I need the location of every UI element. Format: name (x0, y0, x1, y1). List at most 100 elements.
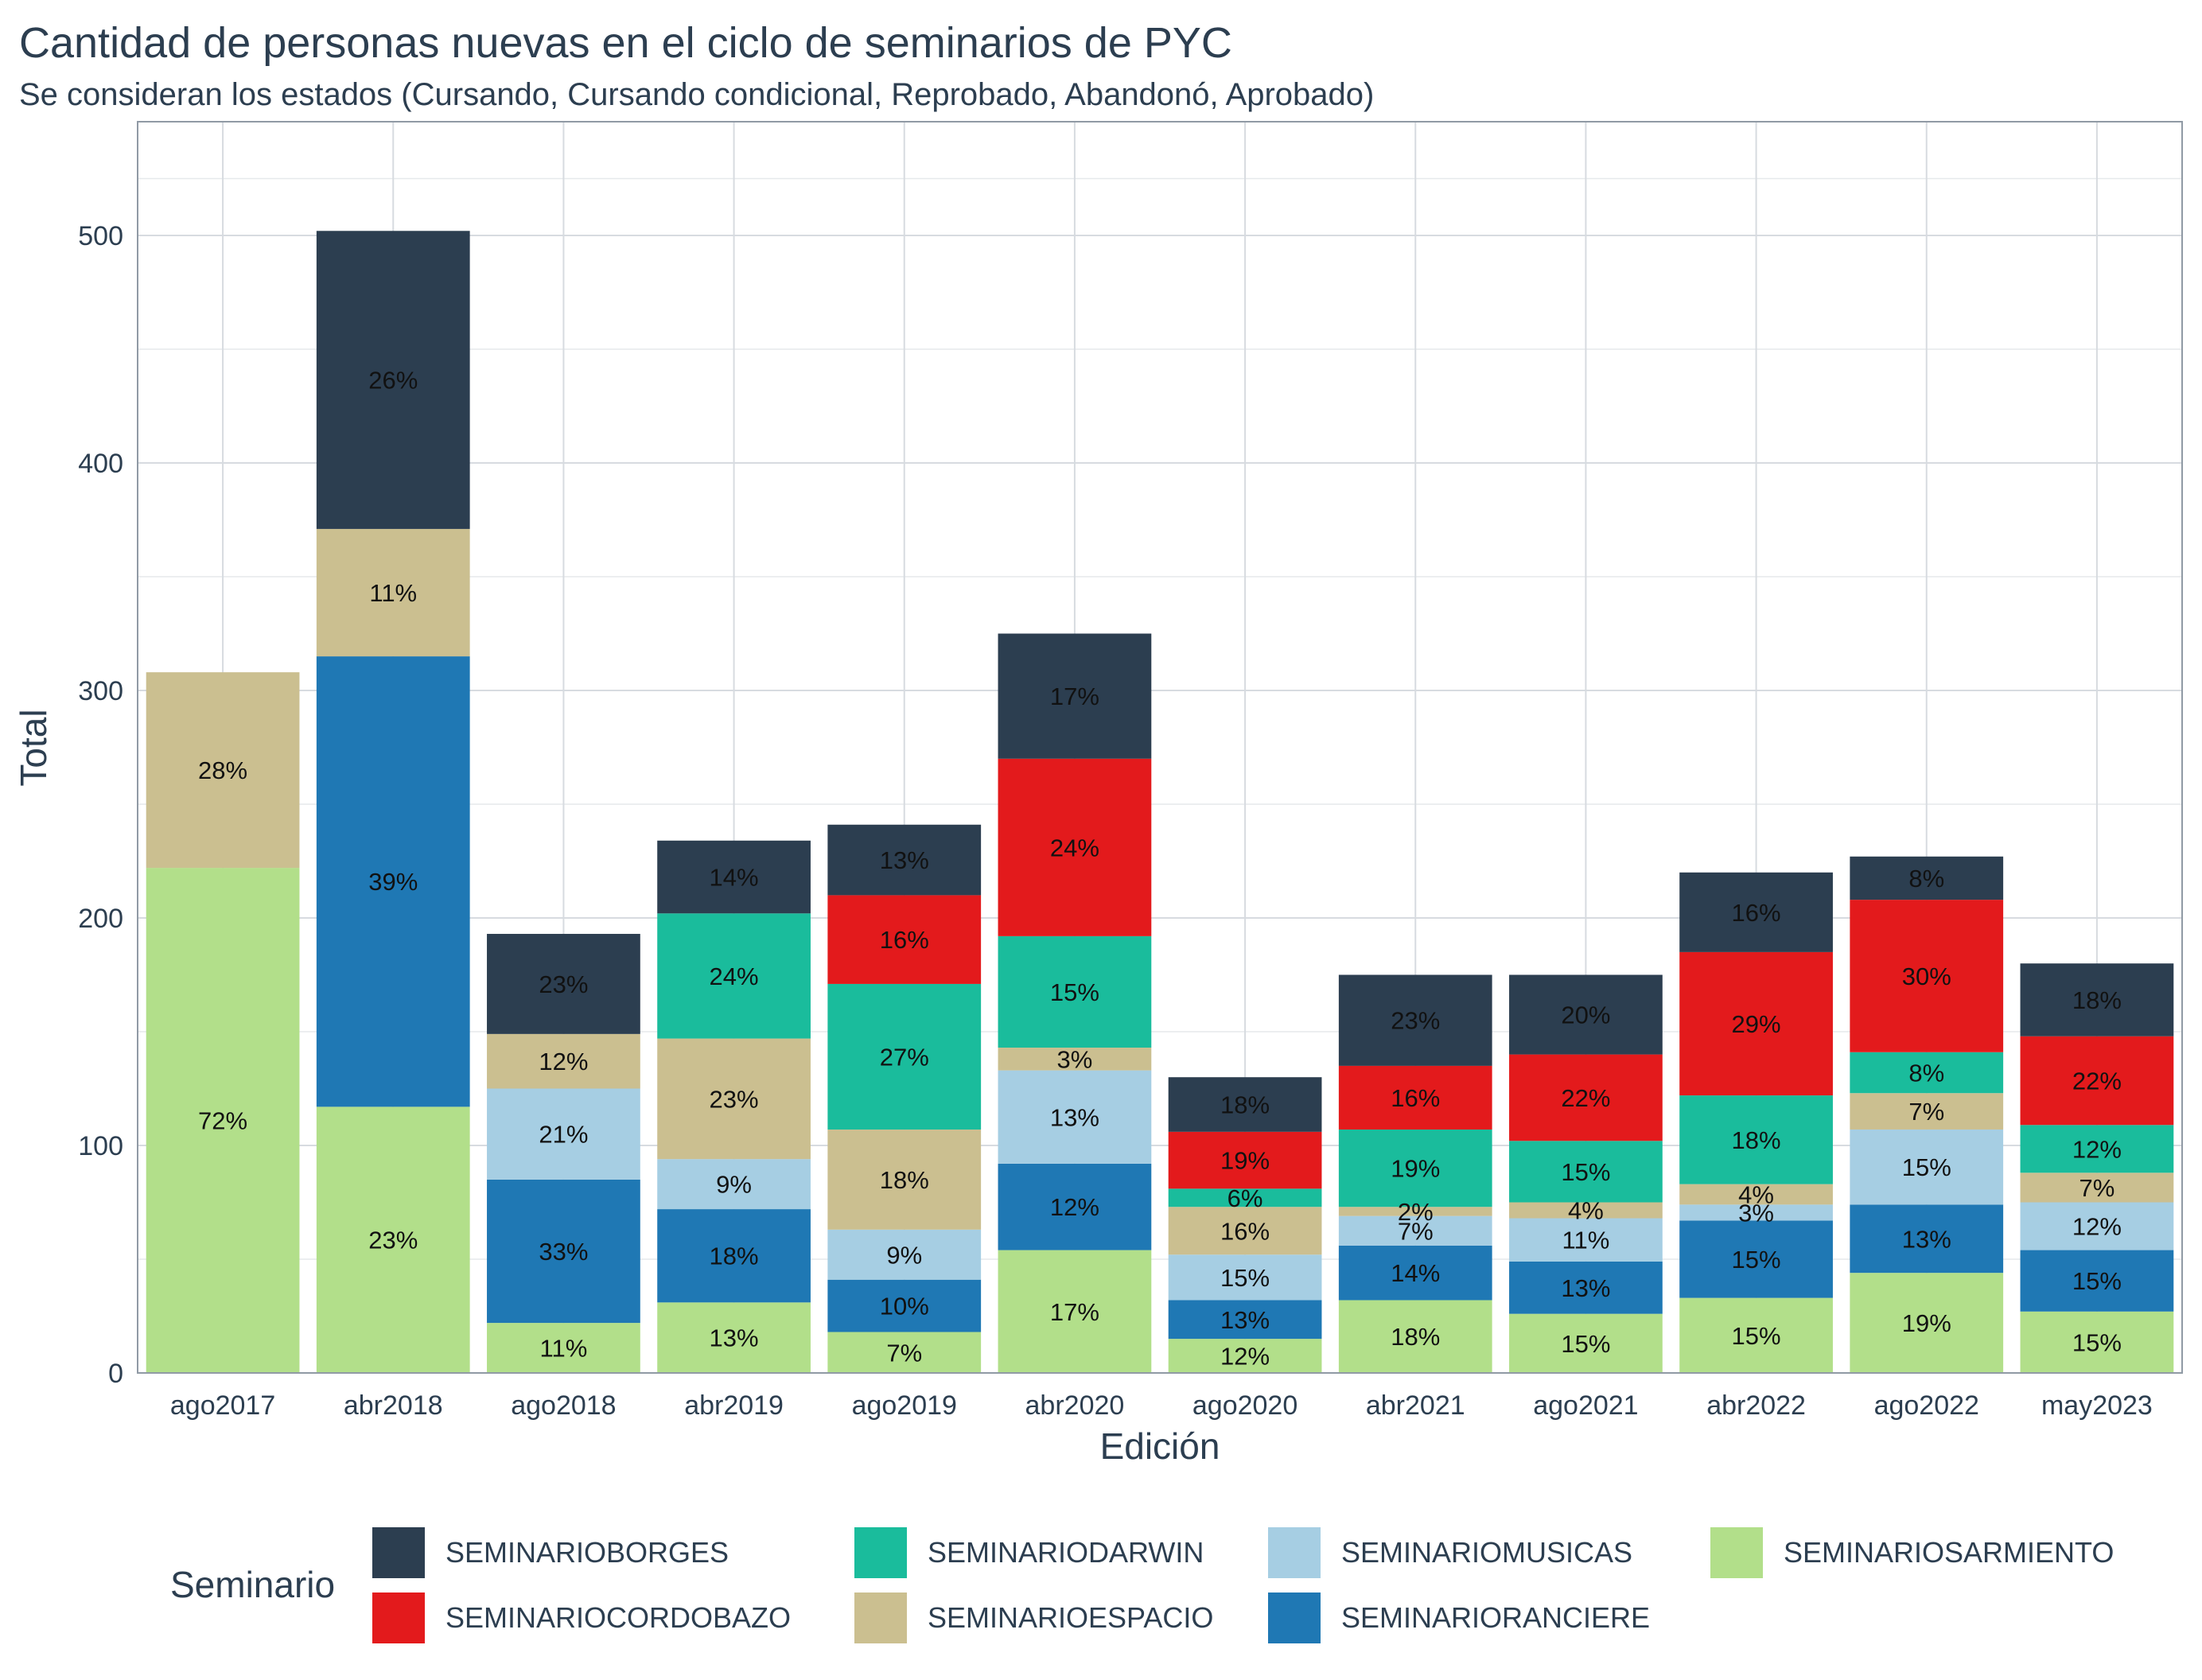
chart-title: Cantidad de personas nuevas en el ciclo … (19, 19, 1232, 67)
bar-segment (827, 895, 982, 984)
bar-segment (657, 1209, 811, 1303)
bar-value-label: 22% (2072, 1067, 2122, 1095)
bar-value-label: 26% (368, 367, 418, 395)
legend-swatch (1268, 1527, 1321, 1578)
bar-value-label: 19% (1902, 1309, 1951, 1337)
bar-segment (1338, 1129, 1492, 1208)
bar-value-label: 14% (710, 864, 759, 892)
bar-value-label: 16% (880, 926, 929, 954)
bar-segment (827, 1229, 982, 1280)
bar-value-label: 6% (1227, 1184, 1263, 1212)
x-tick-label: ago2017 (170, 1390, 275, 1421)
legend-label: SEMINARIOSARMIENTO (1784, 1536, 2114, 1569)
x-tick-label: ago2021 (1533, 1390, 1638, 1421)
bar-value-label: 7% (1398, 1217, 1434, 1245)
bar-value-label: 16% (1220, 1217, 1270, 1245)
y-tick-label: 0 (108, 1359, 123, 1389)
x-tick-label: may2023 (2041, 1390, 2153, 1421)
bar-segment (998, 633, 1152, 759)
bar-value-label: 15% (1902, 1153, 1951, 1181)
bar-segment (1509, 1261, 1663, 1314)
bar-value-label: 24% (1050, 834, 1099, 861)
bar-segment (657, 1159, 811, 1210)
bar-segment (1850, 1273, 2004, 1373)
bar-value-label: 7% (886, 1339, 922, 1367)
bar-segment (1850, 1129, 2004, 1205)
bar-value-label: 18% (1220, 1091, 1270, 1119)
bar-value-label: 15% (1220, 1264, 1270, 1292)
bar-value-label: 39% (368, 868, 418, 896)
legend-label: SEMINARIOESPACIO (928, 1601, 1213, 1634)
legend-label: SEMINARIORANCIERE (1341, 1601, 1650, 1634)
bar-value-label: 30% (1902, 962, 1951, 990)
bar-segment (827, 824, 982, 896)
bar-segment (1679, 1095, 1833, 1184)
legend-label: SEMINARIODARWIN (928, 1536, 1204, 1569)
x-tick-label: ago2020 (1192, 1390, 1297, 1421)
bar-value-label: 12% (539, 1048, 588, 1075)
bar-value-label: 12% (2072, 1135, 2122, 1163)
x-axis-title: Edición (1100, 1425, 1220, 1467)
bar-value-label: 15% (1561, 1330, 1610, 1358)
x-tick-label: ago2019 (852, 1390, 957, 1421)
bar-segment (2020, 1250, 2174, 1312)
bar-segment (2020, 1202, 2174, 1250)
bar-value-label: 19% (1220, 1147, 1270, 1175)
bar-value-label: 18% (880, 1166, 929, 1194)
bar-segment (1509, 1218, 1663, 1262)
bar-value-label: 14% (1391, 1259, 1440, 1287)
bar-segment (657, 1038, 811, 1160)
bar-segment (1850, 1204, 2004, 1274)
bar-value-label: 27% (880, 1043, 929, 1071)
bar-segment (2020, 1036, 2174, 1126)
bar-value-label: 15% (1732, 1322, 1781, 1350)
bar-segment (1338, 1065, 1492, 1130)
bar-segment (827, 1129, 982, 1230)
bar-value-label: 12% (2072, 1213, 2122, 1241)
bar-segment (1338, 974, 1492, 1066)
bar-segment (1168, 1339, 1322, 1373)
bar-value-label: 17% (1050, 1298, 1099, 1326)
x-tick-label: abr2020 (1025, 1390, 1125, 1421)
bar-segment (1509, 974, 1663, 1055)
bar-segment (146, 672, 300, 869)
bar-value-label: 23% (539, 970, 588, 998)
bar-value-label: 11% (369, 579, 417, 607)
bar-value-label: 12% (1220, 1343, 1270, 1371)
bar-segment (1850, 1093, 2004, 1130)
bar-value-label: 13% (1050, 1103, 1099, 1131)
y-tick-label: 200 (78, 904, 123, 934)
bar-segment (1168, 1300, 1322, 1340)
bar-value-label: 21% (539, 1121, 588, 1149)
bar-segment (998, 935, 1152, 1048)
bar-value-label: 28% (198, 756, 247, 784)
bar-segment (1168, 1131, 1322, 1189)
bar-segment (1850, 1052, 2004, 1094)
plot-border (137, 121, 2183, 1374)
bar-segment (2020, 963, 2174, 1036)
bar-value-label: 15% (1732, 1246, 1781, 1274)
bar-value-label: 13% (710, 1324, 759, 1352)
bar-segment (998, 1048, 1152, 1071)
bar-segment (998, 758, 1152, 936)
bar-value-label: 13% (1561, 1274, 1610, 1302)
bar-segment (1509, 1141, 1663, 1203)
y-axis-ticks: 0 100 200 300 400 500 (78, 221, 123, 1389)
bar-value-label: 18% (1391, 1323, 1440, 1351)
bar-value-label: 23% (710, 1085, 759, 1113)
bar-segment (998, 1163, 1152, 1250)
bar-segment (827, 1279, 982, 1332)
bar-value-label: 16% (1391, 1084, 1440, 1112)
x-tick-label: ago2022 (1874, 1390, 1979, 1421)
x-axis-ticks: ago2017 abr2018 ago2018 abr2019 ago2019 abr20… (170, 1390, 2153, 1421)
legend-swatch (372, 1592, 425, 1643)
legend-swatch (1710, 1527, 1763, 1578)
bar-value-label: 29% (1732, 1010, 1781, 1038)
bar-segment (998, 1250, 1152, 1373)
bar-value-label: 23% (368, 1227, 418, 1254)
x-tick-label: abr2018 (344, 1390, 443, 1421)
bar-segment (2020, 1172, 2174, 1203)
bar-value-label: 72% (198, 1107, 247, 1135)
bar-segment (487, 1179, 640, 1324)
